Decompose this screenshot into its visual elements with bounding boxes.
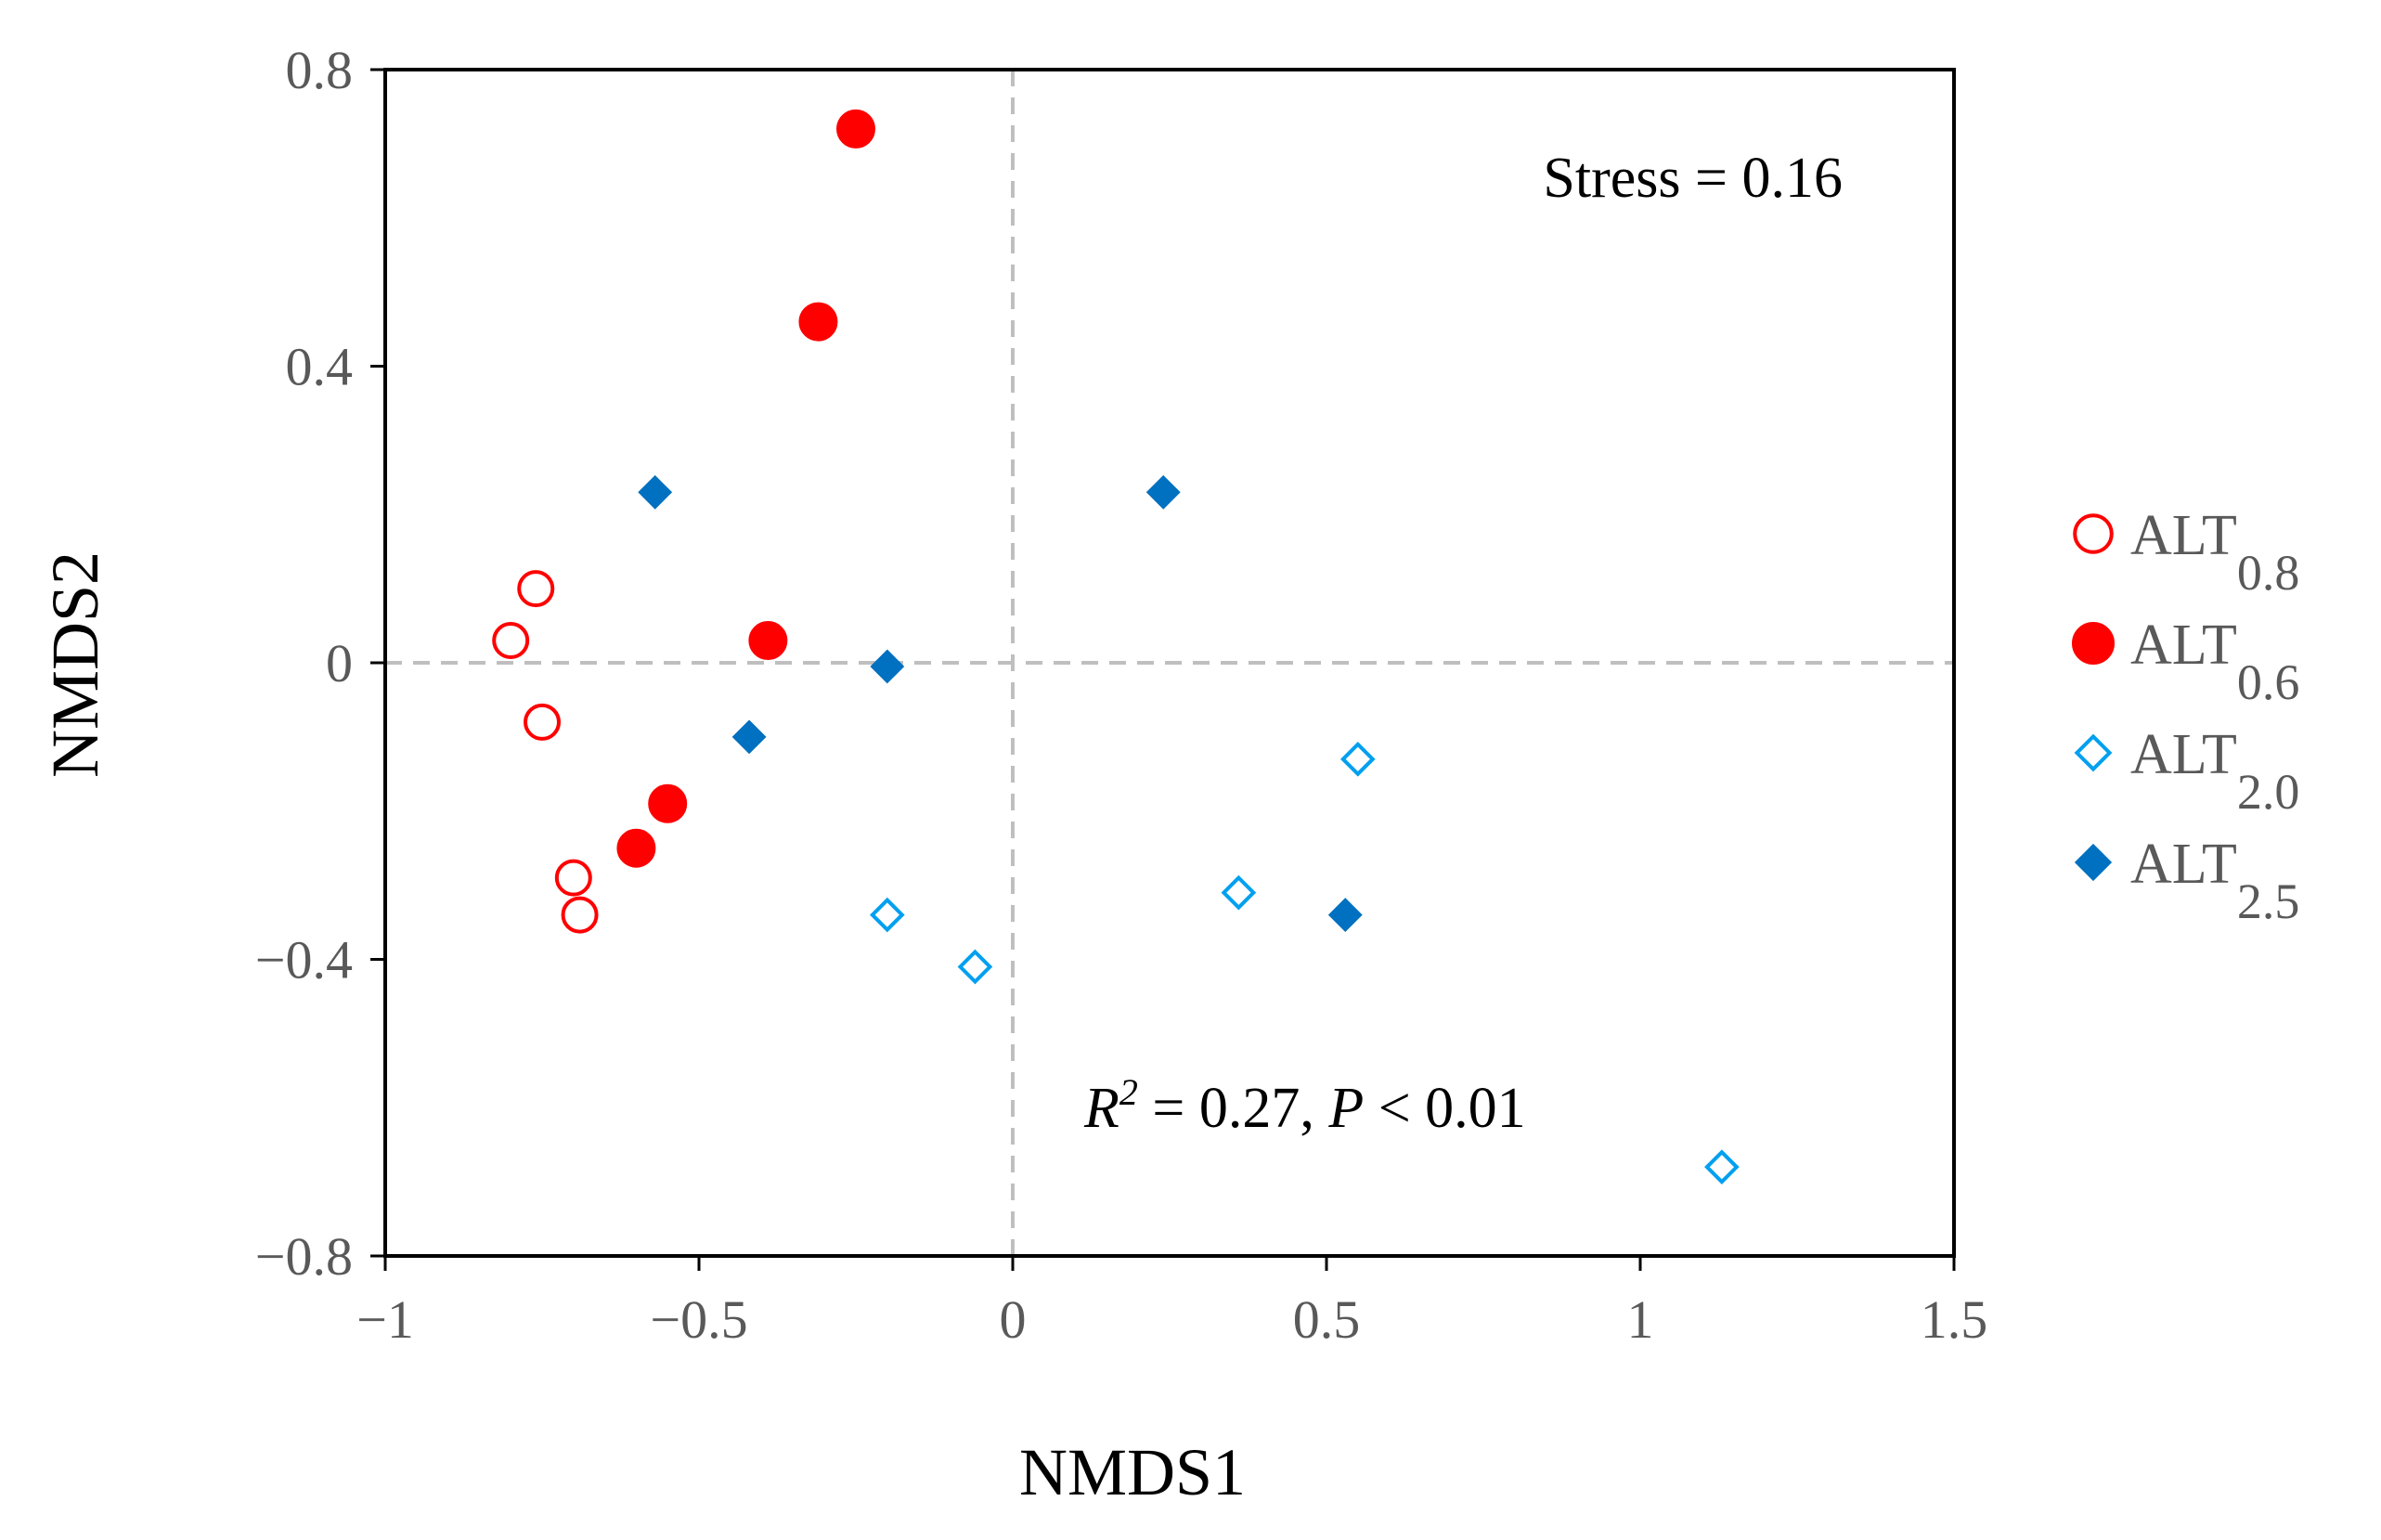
legend-item-0-6: ALT0.6 xyxy=(2072,614,2299,710)
series-alt2-5 xyxy=(638,474,1363,932)
legend-label-main: ALT xyxy=(2130,723,2237,786)
legend-label-sub: 0.8 xyxy=(2237,545,2300,601)
data-point-2-0-4 xyxy=(957,949,993,985)
data-point-0-6-3 xyxy=(748,621,788,661)
stat-r: R xyxy=(1083,1077,1119,1140)
legend-item-2-5: ALT2.5 xyxy=(2074,833,2299,929)
x-tick-label: 1 xyxy=(1627,1289,1654,1350)
legend-label-sub: 2.0 xyxy=(2237,764,2300,820)
x-tick-label: −0.5 xyxy=(650,1289,747,1350)
data-point-2-0-5 xyxy=(1704,1149,1740,1184)
legend-marker xyxy=(2072,622,2115,665)
legend-item-0-8: ALT0.8 xyxy=(2073,504,2299,601)
y-tick-label: 0.8 xyxy=(286,40,354,100)
stat-tail: < 0.01 xyxy=(1364,1077,1525,1140)
legend-label-sub: 2.5 xyxy=(2237,874,2300,929)
data-point-2-0-1 xyxy=(1339,742,1376,777)
data-point-0-6-4 xyxy=(648,783,688,823)
data-point-2-5-3 xyxy=(870,649,905,684)
y-tick-label: 0 xyxy=(326,633,353,693)
stress-annotation: Stress = 0.16 xyxy=(1543,147,1843,210)
axis-ticks: −1 −0.5 0 0.5 1 1.5 −0.8 −0.4 0 0.4 0.8 xyxy=(255,40,1987,1350)
legend-label: ALT0.8 xyxy=(2130,504,2299,601)
legend-marker xyxy=(2074,733,2113,772)
x-tick-label: 0 xyxy=(1000,1289,1027,1350)
data-point-2-5-4 xyxy=(731,719,767,755)
legend-marker xyxy=(2073,513,2114,554)
data-point-0-6-5 xyxy=(616,828,656,868)
reference-lines xyxy=(385,70,1954,1256)
legend-label-main: ALT xyxy=(2130,504,2237,567)
data-point-0-8-3 xyxy=(524,703,561,741)
legend-label-sub: 0.6 xyxy=(2237,654,2300,710)
data-point-0-8-2 xyxy=(517,570,555,608)
y-tick-label: −0.8 xyxy=(255,1226,353,1287)
data-point-2-5-5 xyxy=(1327,898,1363,932)
legend-label: ALT2.0 xyxy=(2130,723,2299,820)
x-tick-label: 0.5 xyxy=(1293,1289,1361,1350)
data-point-2-5-1 xyxy=(638,474,673,510)
data-point-0-6-1 xyxy=(836,109,875,149)
stat-exponent: 2 xyxy=(1119,1071,1138,1113)
y-axis-title: NMDS2 xyxy=(38,551,112,778)
legend-label: ALT0.6 xyxy=(2130,614,2299,710)
data-point-2-5-2 xyxy=(1145,474,1181,510)
stat-p: P xyxy=(1327,1077,1364,1140)
data-point-2-0-2 xyxy=(1221,874,1257,911)
legend-marker xyxy=(2074,843,2113,882)
y-tick-label: 0.4 xyxy=(286,337,354,397)
data-point-2-0-3 xyxy=(869,897,905,933)
stat-value: = 0.27, xyxy=(1138,1077,1328,1140)
series-alt0-6 xyxy=(616,109,875,868)
data-point-0-8-4 xyxy=(554,859,592,897)
x-tick-label: −1 xyxy=(356,1289,414,1350)
series-alt2-0 xyxy=(869,742,1740,1184)
x-tick-label: 1.5 xyxy=(1921,1289,1988,1350)
x-axis-title: NMDS1 xyxy=(1019,1435,1246,1509)
data-point-0-8-5 xyxy=(561,896,599,934)
series-alt0-8 xyxy=(492,570,599,934)
legend-item-2-0: ALT2.0 xyxy=(2074,723,2299,820)
stat-annotation: R2 = 0.27, P < 0.01 xyxy=(1083,1071,1526,1140)
data-points xyxy=(492,109,1740,1184)
y-tick-label: −0.4 xyxy=(255,930,353,990)
data-point-0-8-1 xyxy=(492,622,530,660)
legend-label-main: ALT xyxy=(2130,833,2237,896)
legend-label-main: ALT xyxy=(2130,614,2237,677)
legend-label: ALT2.5 xyxy=(2130,833,2299,929)
data-point-0-6-2 xyxy=(798,302,838,342)
